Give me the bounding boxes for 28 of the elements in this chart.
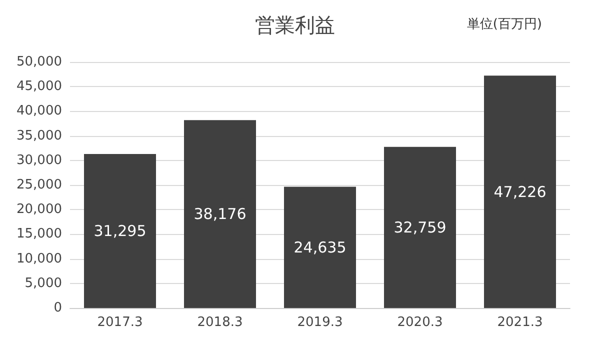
y-tick-label: 30,000: [16, 152, 62, 168]
text: 単位(百万円): [466, 17, 542, 32]
y-tick-label: 5,000: [24, 276, 62, 291]
data-label: 31,295: [94, 222, 146, 240]
y-tick-label: 10,000: [16, 251, 62, 266]
y-tick-label: 45,000: [16, 79, 62, 94]
bar: [84, 154, 156, 308]
bar: [484, 76, 556, 308]
x-tick-label: 2020.3: [397, 315, 443, 330]
y-tick-label: 20,000: [16, 202, 62, 218]
bar: [284, 186, 356, 308]
x-tick-label: 2019.3: [297, 315, 343, 330]
y-tick-label: 25,000: [16, 178, 62, 192]
data-label: 38,176: [194, 205, 246, 224]
y-tick-label: 50,000: [16, 54, 62, 70]
data-label: 47,226: [494, 182, 546, 201]
bar: [384, 146, 456, 308]
y-tick-label: 35,000: [16, 128, 62, 144]
chart-title: 営業利益: [255, 13, 335, 37]
data-label: 32,759: [394, 218, 446, 236]
y-tick-label: 15,000: [16, 226, 62, 242]
x-tick-label: 2018.3: [197, 315, 243, 330]
x-tick-label: 2021.3: [497, 315, 543, 330]
y-tick-label: 40,000: [16, 104, 62, 119]
x-tick-label: 2017.3: [97, 315, 143, 330]
y-tick-label: 0: [54, 300, 62, 316]
bar: [184, 120, 256, 308]
data-label: 24,635: [294, 238, 346, 256]
